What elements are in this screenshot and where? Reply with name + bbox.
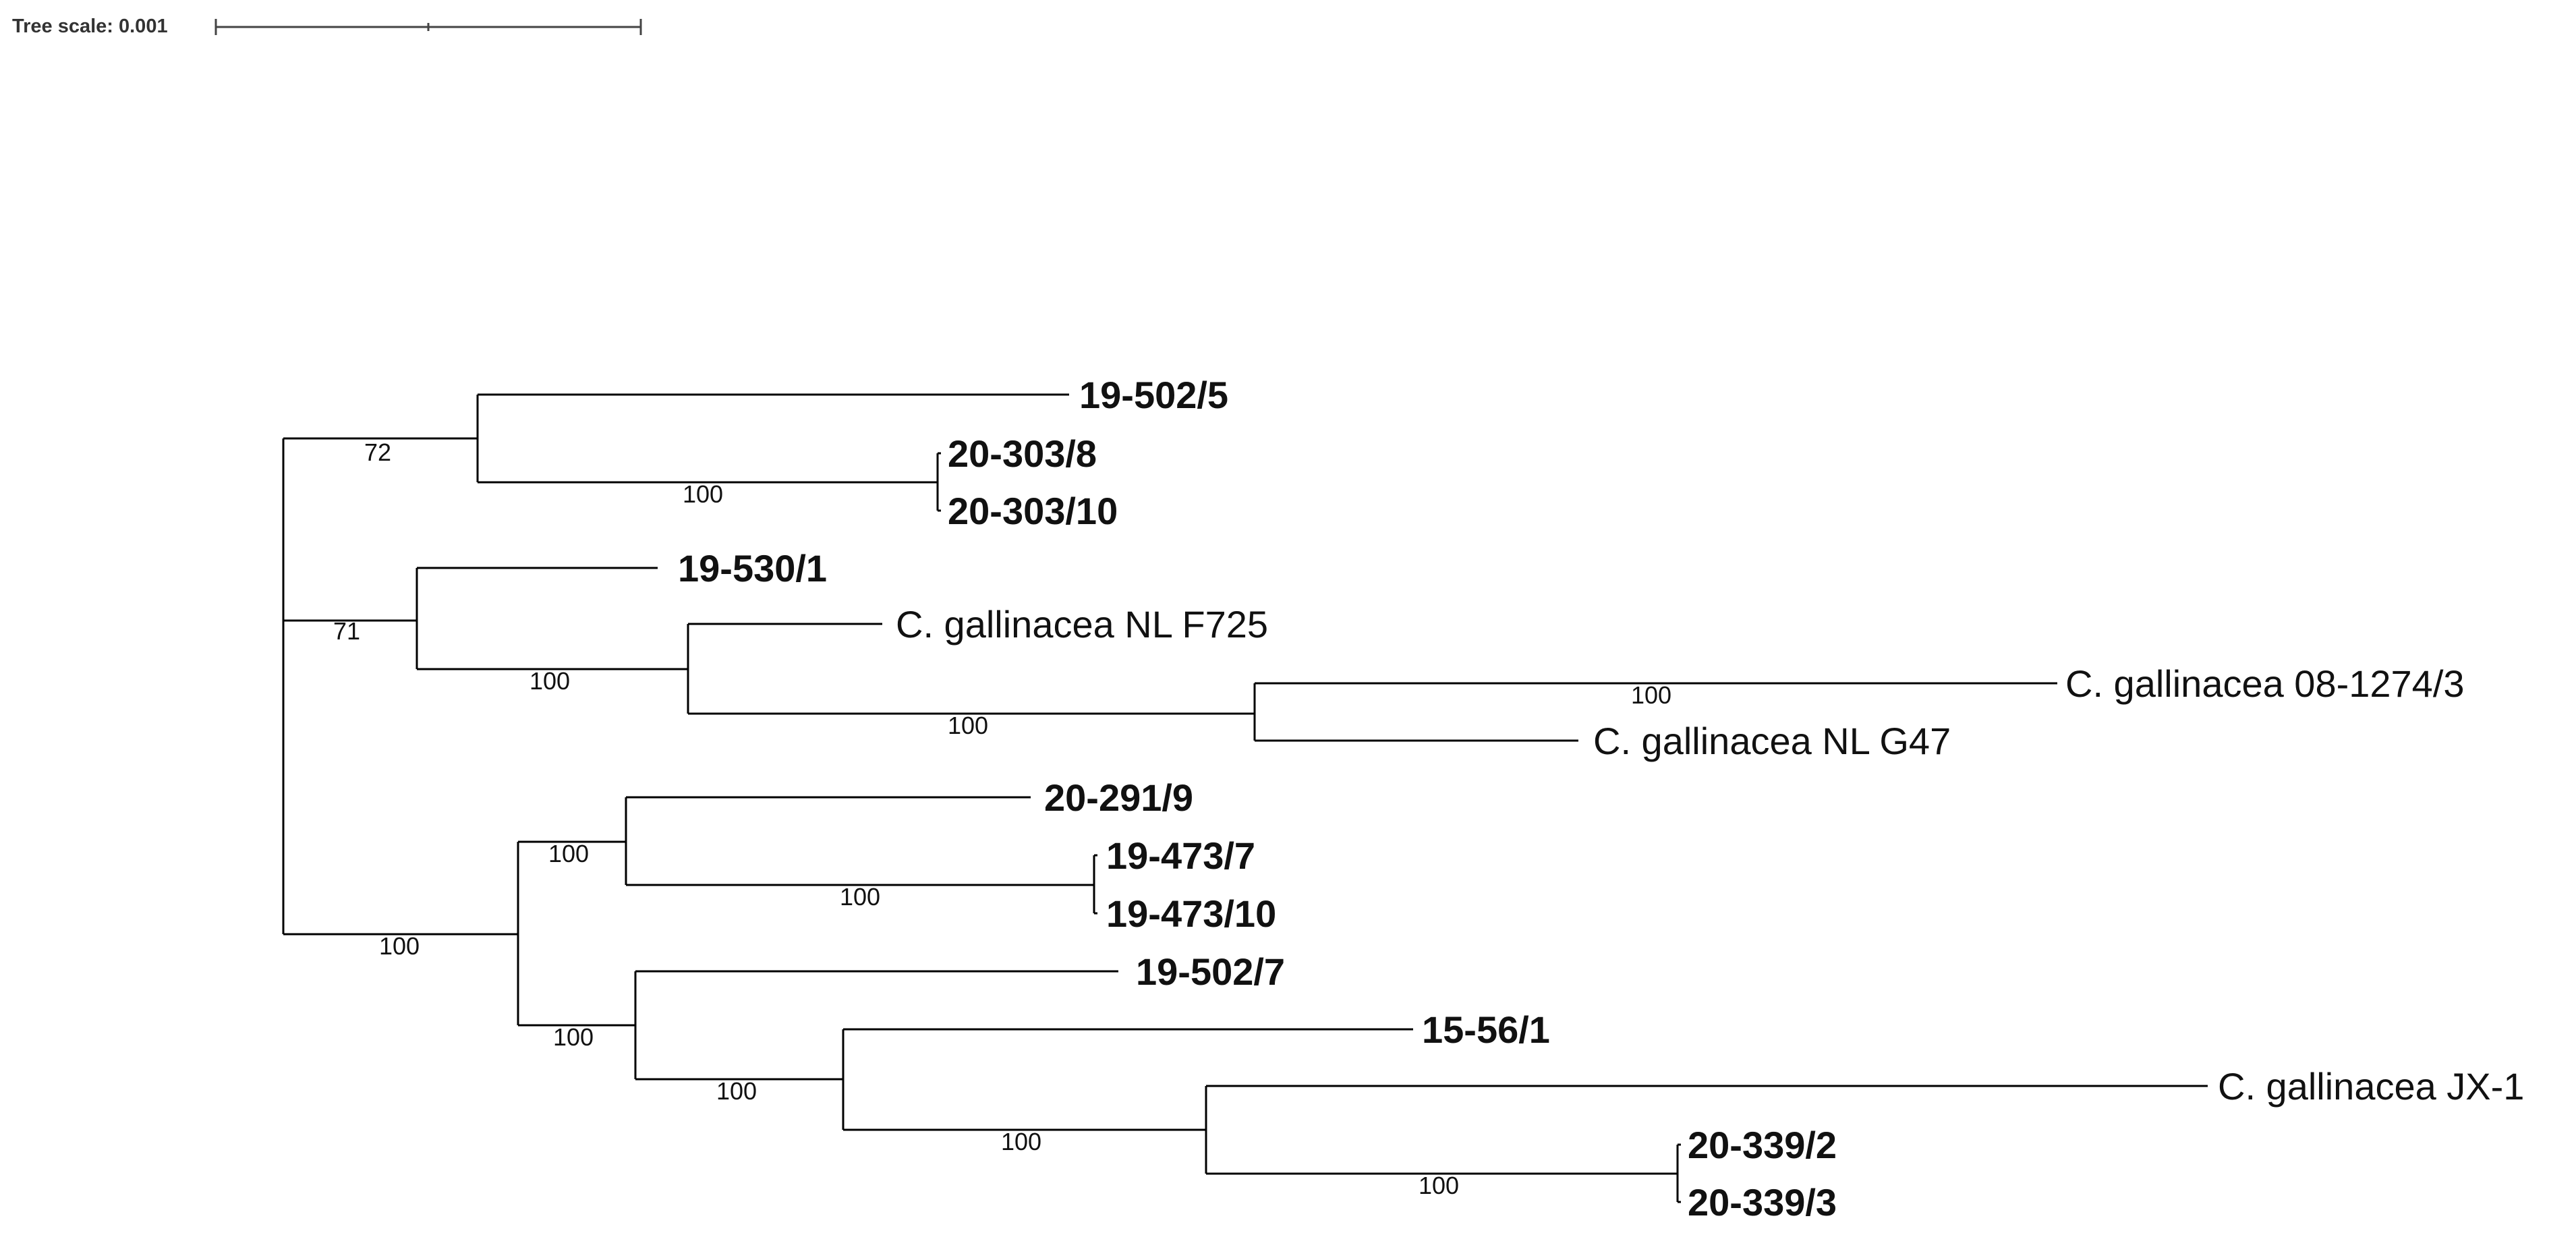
leaf-label: 15-56/1 xyxy=(1422,1008,1550,1051)
branch-clade-71 xyxy=(283,568,418,669)
support-value: 100 xyxy=(548,840,589,867)
leaf-label: C. gallinacea NL G47 xyxy=(1593,720,1951,762)
support-value: 100 xyxy=(529,667,570,695)
leaf-label: 20-303/10 xyxy=(948,490,1118,532)
leaf-label: 20-291/9 xyxy=(1044,776,1193,819)
branch-clade-291-473 xyxy=(518,797,627,885)
leaf-label: C. gallinacea JX-1 xyxy=(2218,1065,2524,1108)
branch-20-303-pair xyxy=(478,453,939,511)
branch-gallinacea-clade xyxy=(417,624,689,714)
leaf-labels: 19-502/5 20-303/8 20-303/10 19-530/1 C. … xyxy=(678,374,2524,1224)
support-value: 71 xyxy=(333,617,360,645)
support-value: 100 xyxy=(716,1077,757,1105)
tree-scale-label: Tree scale: 0.001 xyxy=(12,16,168,37)
support-value: 100 xyxy=(379,932,420,960)
leaf-label: 19-473/7 xyxy=(1106,834,1255,877)
branch-19-473-pair xyxy=(626,855,1095,913)
leaf-label: C. gallinacea NL F725 xyxy=(896,603,1268,646)
support-value: 100 xyxy=(683,480,723,508)
leaf-label: 19-473/10 xyxy=(1106,892,1276,935)
support-value: 100 xyxy=(553,1023,594,1051)
branch-20-339-pair xyxy=(1206,1145,1679,1202)
leaf-label: 20-303/8 xyxy=(948,432,1097,475)
leaf-label: 20-339/3 xyxy=(1688,1181,1837,1224)
support-value: 100 xyxy=(948,712,988,739)
branch-clade-72 xyxy=(283,395,479,482)
support-value: 100 xyxy=(1001,1128,1041,1155)
branch-gallinacea-subclade xyxy=(688,683,1256,741)
support-values: 72 100 71 100 100 100 100 100 100 100 10… xyxy=(333,438,1671,1199)
leaf-label: 19-502/5 xyxy=(1079,374,1228,416)
branch-lower-clade xyxy=(283,842,519,1025)
support-value: 100 xyxy=(1419,1172,1459,1199)
branch-clade-502-7 xyxy=(518,971,637,1079)
tree-scale-bar xyxy=(214,19,642,35)
tree-branches xyxy=(282,393,2208,1203)
leaf-label: 19-502/7 xyxy=(1136,950,1285,993)
support-value: 100 xyxy=(1631,681,1671,709)
support-value: 72 xyxy=(364,438,391,466)
leaf-label: C. gallinacea 08-1274/3 xyxy=(2065,662,2465,705)
leaf-label: 20-339/2 xyxy=(1688,1124,1837,1166)
tree-scale: Tree scale: 0.001 xyxy=(12,16,642,37)
branch-clade-jx1 xyxy=(843,1086,1207,1174)
support-value: 100 xyxy=(840,883,880,911)
leaf-label: 19-530/1 xyxy=(678,547,827,590)
branch-clade-15-56 xyxy=(635,1029,845,1130)
